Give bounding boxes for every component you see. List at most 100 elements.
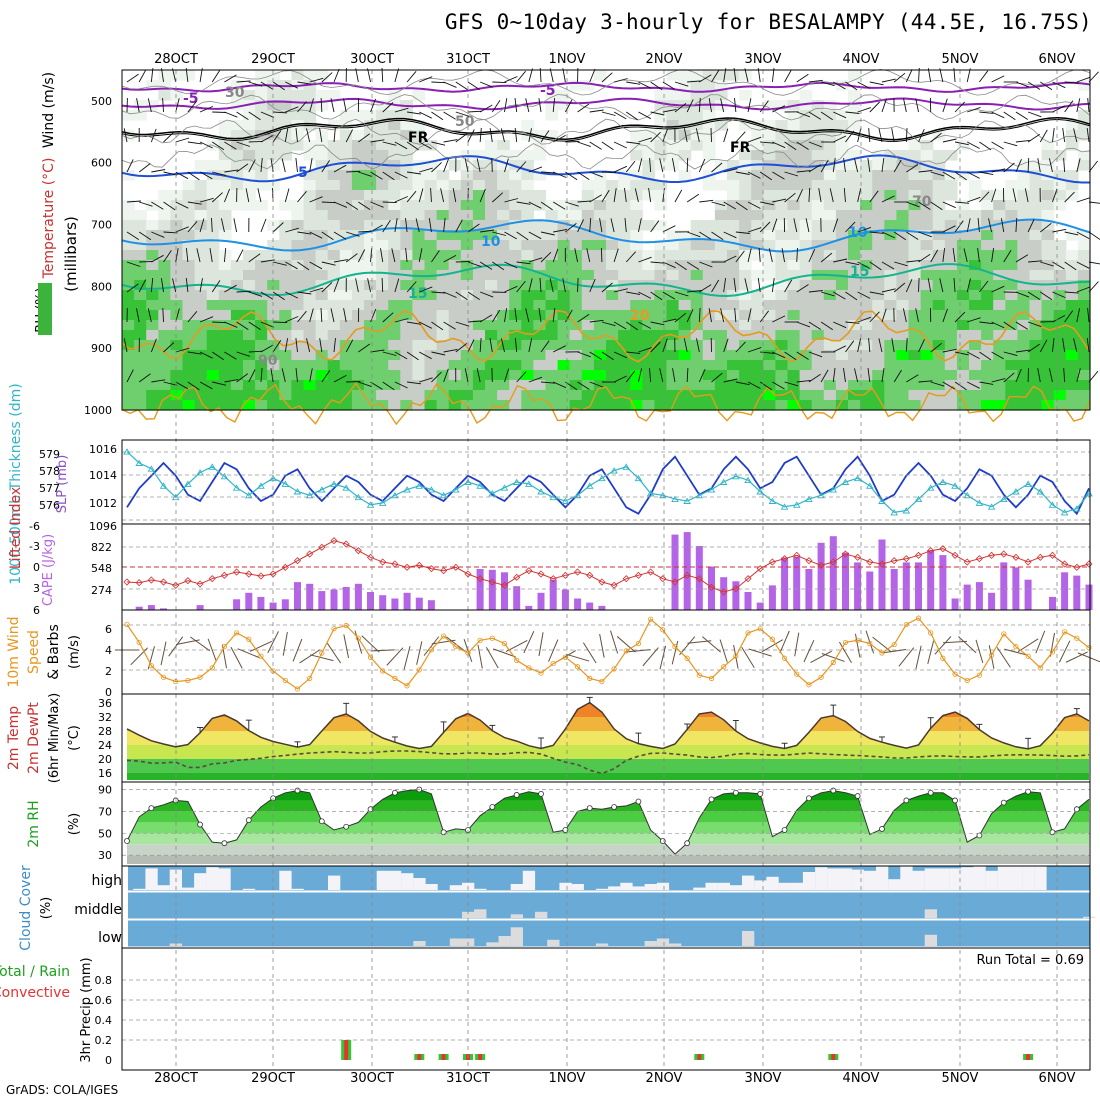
rh-shade-cell <box>230 130 244 141</box>
wind-barb <box>869 311 880 323</box>
rh-shade-cell <box>1041 260 1055 271</box>
chart-title: GFS 0~10day 3-hourly for BESALAMPY (44.5… <box>444 10 1092 34</box>
rh-shade-cell <box>1029 360 1043 371</box>
rh-shade-cell <box>497 270 510 281</box>
rh-shade-cell <box>969 390 982 401</box>
wind-barb <box>613 141 627 149</box>
rh-shade-cell <box>351 180 365 191</box>
wind-barb <box>492 192 504 203</box>
wind-barb <box>489 338 493 353</box>
wind-barb <box>479 261 493 270</box>
wind-speed-point <box>757 626 763 632</box>
rh-shade-cell <box>218 210 232 221</box>
rh-shade-cell <box>714 90 728 101</box>
rh-shade-cell <box>884 330 897 341</box>
wind-barb <box>381 277 384 293</box>
rh-shade-cell <box>182 270 196 281</box>
wind-speed-point <box>282 677 288 684</box>
rh-shade-cell <box>134 210 147 221</box>
rh-shade-cell <box>835 230 849 241</box>
wind-speed-point <box>562 654 568 660</box>
rh-shade-cell <box>509 190 522 201</box>
wind-barb <box>967 141 980 149</box>
rh-shade-cell <box>763 260 776 271</box>
rh-shade-cell <box>351 260 365 271</box>
wind-barb <box>187 141 202 145</box>
rh-shade-cell <box>509 320 522 331</box>
rh-shade-cell <box>327 400 341 411</box>
rh-shade-cell <box>751 320 764 331</box>
wind-barb <box>209 248 213 263</box>
rh-shade-cell <box>1041 360 1055 371</box>
cloud-high-bar <box>961 867 974 890</box>
rh-shade-cell <box>279 280 292 291</box>
thickness-point <box>780 503 789 510</box>
rh-shade-cell <box>618 400 631 411</box>
wind-barb <box>820 291 835 297</box>
rh-shade-cell <box>1065 310 1079 321</box>
rh-shade-cell <box>388 310 401 321</box>
wind-barb-10m <box>748 648 772 657</box>
rh-shade-cell <box>727 380 740 391</box>
rh-shade-cell <box>158 240 171 251</box>
rh-shade-cell <box>763 190 776 201</box>
rh-shade-cell <box>593 210 607 221</box>
cloud-high-bar <box>949 868 962 890</box>
rh-shade-cell <box>194 260 208 271</box>
rh-shade-cell <box>315 400 329 411</box>
wind-barb <box>358 133 370 143</box>
rh-shade-cell <box>932 160 946 171</box>
rh-shade-cell <box>545 290 559 301</box>
rh-shade-cell <box>315 260 329 271</box>
rh-shade-cell <box>158 260 171 271</box>
contour-label: FR <box>730 140 751 156</box>
precip-tick-label: 0 <box>105 1054 112 1067</box>
wind-barb <box>504 98 508 113</box>
rh-shade-cell <box>351 190 365 201</box>
rh-shade-cell <box>206 400 220 411</box>
rh-shade-cell <box>727 230 740 241</box>
rh-shade-cell <box>122 300 135 311</box>
cape-bar <box>379 595 387 610</box>
rh-shade-cell <box>666 270 680 281</box>
rh-shade-cell <box>545 240 559 251</box>
rh-shade-cell <box>170 220 184 231</box>
rh-shade-cell <box>714 270 728 281</box>
rh-shade-cell <box>436 320 450 331</box>
wind-barb <box>915 308 919 323</box>
rh-shade-cell <box>787 180 801 191</box>
rh-band <box>127 844 1089 856</box>
rh-shade-cell <box>230 370 244 381</box>
wind-barb <box>504 261 518 269</box>
rh-shade-cell <box>799 300 813 311</box>
wind-barb <box>357 249 366 263</box>
rh-shade-cell <box>339 250 353 261</box>
rh-shade-cell <box>860 260 873 271</box>
lifted-index-point <box>391 560 399 568</box>
rh-shade-cell <box>654 370 668 381</box>
rh-shade-cell <box>460 350 474 361</box>
wind-barb <box>297 101 307 113</box>
cloud-low-bar <box>449 938 463 946</box>
rh-shade-cell <box>787 130 801 141</box>
cape-bar <box>233 599 241 610</box>
rh-shade-cell <box>835 360 849 371</box>
cloud-high-bar <box>936 868 950 890</box>
rh-shade-cell <box>376 150 389 161</box>
cloud-high-bar <box>778 882 791 890</box>
rh-shade-cell <box>981 330 994 341</box>
wind-barb <box>443 291 457 298</box>
wind-barb <box>150 338 157 353</box>
wind-barb <box>867 368 871 383</box>
wind-barb <box>539 277 542 293</box>
rh-shade-cell <box>533 250 547 261</box>
rh-shade-cell <box>678 260 692 271</box>
wind-barb <box>382 102 394 113</box>
rh-shade-cell <box>315 90 329 101</box>
rh-shade-cell <box>303 140 317 151</box>
rh-shade-cell <box>194 180 208 191</box>
rh-shade-cell <box>134 360 147 371</box>
rh-shade-cell <box>799 220 813 231</box>
rh-shade-cell <box>206 340 220 351</box>
rh-shade-cell <box>146 370 159 381</box>
